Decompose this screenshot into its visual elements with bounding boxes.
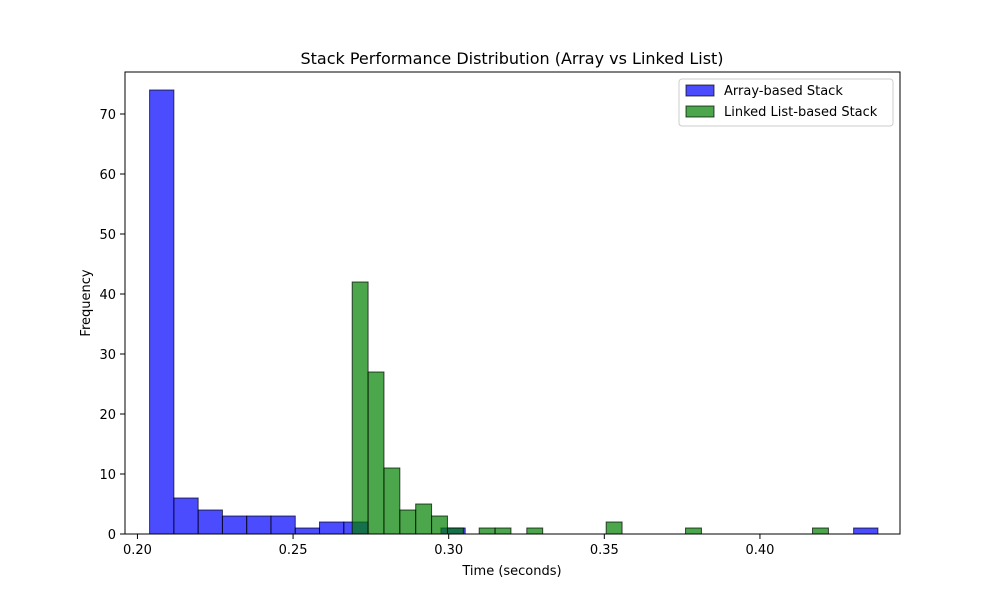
bar-array-based-stack-5 xyxy=(270,515,296,535)
bar-array-based-stack-4 xyxy=(246,515,272,535)
bar-linked-list-based-stack-12 xyxy=(812,527,829,535)
bar-linked-list-based-stack-8 xyxy=(494,527,512,535)
bar-array-based-stack-1 xyxy=(173,497,199,535)
y-tick-label: 60 xyxy=(99,168,116,183)
bar-linked-list-based-stack-2 xyxy=(383,467,401,535)
bar-linked-list-based-stack-6 xyxy=(446,527,464,535)
x-tick-label: 0.35 xyxy=(590,543,619,558)
x-tick-label: 0.25 xyxy=(279,543,308,558)
y-axis-label: Frequency xyxy=(79,269,94,336)
y-tick-label: 70 xyxy=(99,108,116,123)
legend-label-linked-list: Linked List-based Stack xyxy=(724,105,878,120)
bar-array-based-stack-2 xyxy=(197,509,223,535)
y-tick-label: 10 xyxy=(99,468,116,483)
legend-box xyxy=(678,78,894,127)
x-axis-ticks: 0.20 0.25 0.30 0.35 0.40 xyxy=(123,534,774,558)
bar-array-based-stack-10 xyxy=(853,527,879,535)
x-axis-label: Time (seconds) xyxy=(461,564,561,579)
bar-linked-list-based-stack-3 xyxy=(399,509,417,535)
bar-linked-list-based-stack-5 xyxy=(431,515,448,535)
legend: Array-based Stack Linked List-based Stac… xyxy=(678,78,894,127)
y-tick-label: 30 xyxy=(99,348,116,363)
bar-linked-list-based-stack-9 xyxy=(526,527,544,535)
x-tick-label: 0.40 xyxy=(745,543,774,558)
y-tick-label: 40 xyxy=(99,288,116,303)
bar-array-based-stack-3 xyxy=(221,515,248,535)
bar-linked-list-based-stack-4 xyxy=(415,503,433,535)
x-tick-label: 0.30 xyxy=(434,543,463,558)
bar-linked-list-based-stack-11 xyxy=(685,527,702,535)
y-tick-label: 50 xyxy=(99,228,116,243)
bar-linked-list-based-stack-0 xyxy=(351,281,369,535)
y-axis-ticks: 0 10 20 30 40 50 60 70 xyxy=(99,108,125,543)
legend-swatch-array xyxy=(685,84,715,97)
bar-linked-list-based-stack-10 xyxy=(605,521,623,535)
bar-array-based-stack-6 xyxy=(294,527,321,535)
bar-linked-list-based-stack-7 xyxy=(478,527,496,535)
bar-array-based-stack-0 xyxy=(149,89,175,535)
y-tick-label: 20 xyxy=(99,408,116,423)
bar-linked-list-based-stack-1 xyxy=(367,371,385,535)
legend-swatch-linked-list xyxy=(685,105,715,118)
chart-title: Stack Performance Distribution (Array vs… xyxy=(300,49,723,68)
y-tick-label: 0 xyxy=(108,528,116,543)
bar-array-based-stack-7 xyxy=(319,521,345,535)
legend-label-array: Array-based Stack xyxy=(724,84,843,99)
x-tick-label: 0.20 xyxy=(123,543,152,558)
plot-frame xyxy=(124,71,901,535)
